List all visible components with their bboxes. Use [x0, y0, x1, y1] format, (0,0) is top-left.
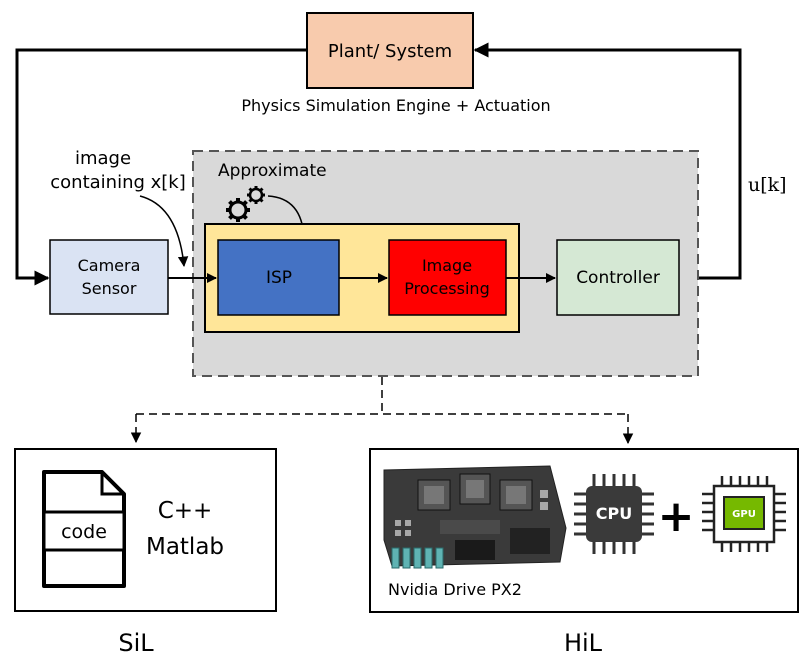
camera-label-line1: Camera — [78, 256, 141, 275]
camera-sensor-box — [49, 239, 169, 315]
board-caption: Nvidia Drive PX2 — [388, 580, 522, 599]
sil-caption: SiL — [118, 629, 154, 657]
annotation-arrow — [139, 195, 189, 268]
input-annotation-line1: image — [75, 148, 131, 169]
isp-box — [217, 239, 340, 316]
code-label: code — [61, 521, 107, 543]
image-processing-line1: Image — [422, 256, 472, 275]
cpu-label: CPU — [596, 504, 632, 523]
image-processing-line2: Processing — [404, 279, 489, 298]
plant-caption: Physics Simulation Engine + Actuation — [241, 96, 550, 115]
sil-language-2: Matlab — [146, 534, 224, 560]
plant-to-camera-line — [15, 48, 307, 286]
approximate-label: Approximate — [218, 161, 327, 181]
code-file-icon — [42, 470, 126, 588]
plus-sign: + — [658, 491, 695, 542]
controller-box — [556, 239, 680, 316]
plant-label: Plant/ System — [328, 41, 452, 62]
deployment-split — [130, 377, 634, 445]
gpu-label: GPU — [732, 509, 756, 520]
sil-language-1: C++ — [158, 498, 213, 524]
hil-caption: HiL — [564, 629, 603, 657]
control-to-plant-line — [473, 42, 742, 280]
gears-icon — [226, 186, 265, 222]
controller-label: Controller — [576, 268, 660, 288]
drive-px2-board-image — [383, 465, 567, 569]
input-annotation-line2: containing x[k] — [50, 172, 186, 193]
camera-label-line2: Sensor — [82, 279, 137, 298]
control-signal-label: u[k] — [748, 174, 787, 196]
plant-box — [306, 12, 474, 89]
gpu-chip-icon — [702, 476, 786, 552]
image-processing-box — [388, 239, 507, 316]
cpu-chip-icon — [574, 474, 654, 554]
isp-label: ISP — [266, 268, 292, 288]
